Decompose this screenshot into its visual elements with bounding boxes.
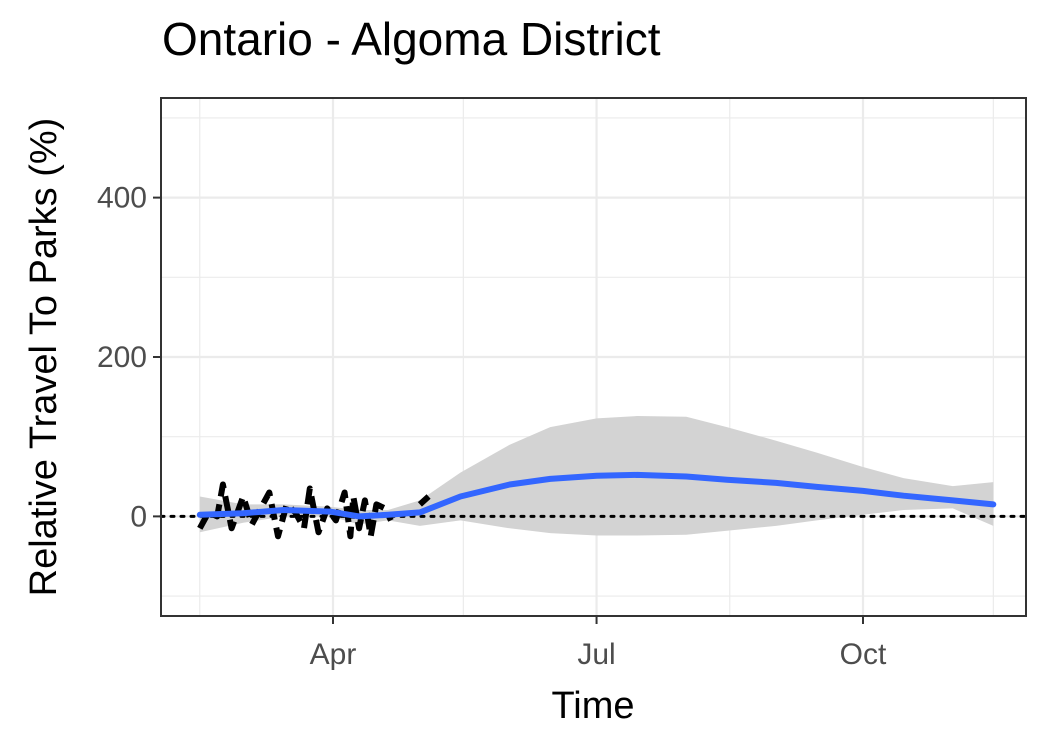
grid-lines	[161, 98, 1026, 616]
trend-series-layer	[196, 471, 997, 520]
daily-series-layer	[197, 481, 431, 540]
x-tick-label: Oct	[840, 638, 887, 671]
x-axis-title: Time	[551, 685, 634, 727]
daily-series-line	[417, 494, 431, 507]
chart-title: Ontario - Algoma District	[162, 13, 661, 65]
x-tick-label: Apr	[310, 638, 357, 671]
y-axis-title: Relative Travel To Parks (%)	[23, 118, 65, 597]
trend-line	[196, 471, 997, 520]
daily-series-line	[197, 481, 394, 540]
y-tick-label: 400	[97, 182, 147, 215]
y-tick-label: 0	[130, 500, 147, 533]
y-tick-label: 200	[97, 341, 147, 374]
x-tick-label: Jul	[577, 638, 615, 671]
axis-ticks: 0 200 400 Apr Jul Oct	[97, 182, 887, 671]
